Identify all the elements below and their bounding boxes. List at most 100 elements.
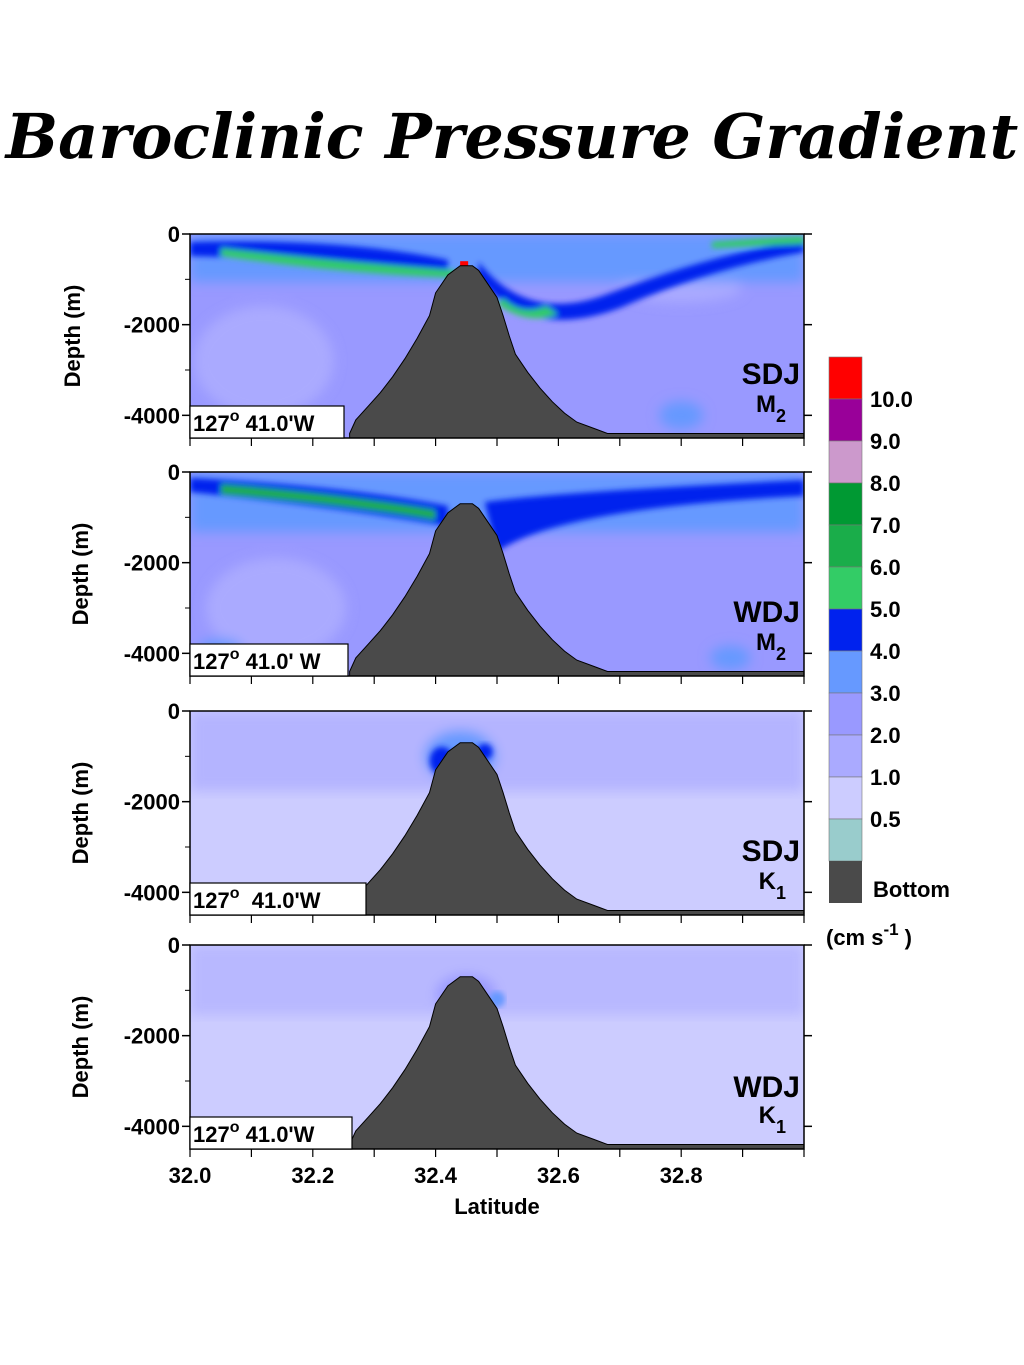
legend-swatch bbox=[828, 650, 863, 694]
y-tick-label: 0 bbox=[168, 460, 180, 485]
panel-constituent: M2 bbox=[756, 629, 786, 664]
location-box bbox=[189, 882, 367, 916]
location-degrees: 127 bbox=[193, 1122, 230, 1147]
y-axis-label: Depth (m) bbox=[68, 996, 93, 1099]
constituent-letter: K bbox=[759, 868, 777, 895]
location-minutes: 41.0'W bbox=[240, 888, 321, 913]
legend-swatches: 10.0 9.0 8.0 7.0 6.0 5.0 4.0 3.0 2.0 1.0 0.5 bbox=[828, 356, 913, 903]
contour-patch bbox=[710, 645, 751, 670]
y-tick-label: 0 bbox=[168, 222, 180, 247]
legend-unit-close: ) bbox=[905, 925, 912, 950]
field-contours-sharp bbox=[190, 236, 804, 320]
panel-name: WDJ bbox=[733, 596, 800, 629]
y-tick-label: -2000 bbox=[124, 790, 180, 815]
x-axis-label: Latitude bbox=[454, 1194, 540, 1219]
legend-swatch bbox=[828, 566, 863, 610]
location-degrees: 127 bbox=[193, 649, 230, 674]
y-tick-label: -4000 bbox=[124, 403, 180, 428]
y-tick-label: 0 bbox=[168, 699, 180, 724]
constituent-subscript: 2 bbox=[776, 644, 786, 664]
legend-level-label: 6.0 bbox=[870, 555, 901, 580]
seafloor-bathymetry bbox=[349, 265, 804, 438]
panel-name: SDJ bbox=[742, 835, 800, 868]
constituent-subscript: 1 bbox=[776, 883, 786, 903]
legend-level-label: 9.0 bbox=[870, 429, 901, 454]
location-degree-sign: o bbox=[230, 408, 240, 425]
x-tick-label: 32.6 bbox=[537, 1163, 580, 1188]
x-tick-label: 32.8 bbox=[660, 1163, 703, 1188]
location-label: 127o 41.0'W bbox=[193, 408, 315, 436]
constituent-subscript: 2 bbox=[776, 406, 786, 426]
color-legend: 10.0 9.0 8.0 7.0 6.0 5.0 4.0 3.0 2.0 1.0 0.5 Botto… bbox=[826, 356, 950, 950]
x-tick-label: 32.4 bbox=[414, 1163, 458, 1188]
legend-level-label: 4.0 bbox=[870, 639, 901, 664]
y-tick-label: -4000 bbox=[124, 641, 180, 666]
location-minutes: 41.0'W bbox=[240, 411, 315, 436]
location-box bbox=[189, 1116, 353, 1150]
legend-level-label: 7.0 bbox=[870, 513, 901, 538]
legend-swatch bbox=[828, 482, 863, 526]
y-tick-label: 0 bbox=[168, 933, 180, 958]
contour-band bbox=[478, 240, 804, 320]
legend-swatch bbox=[828, 440, 863, 484]
legend-level-label: 3.0 bbox=[870, 681, 901, 706]
legend-unit: (cm s-1) bbox=[826, 920, 912, 950]
panel-constituent: K1 bbox=[759, 1102, 786, 1137]
x-tick-label: 32.2 bbox=[291, 1163, 334, 1188]
x-tick-label: 32.0 bbox=[169, 1163, 212, 1188]
seafloor-bathymetry bbox=[349, 976, 804, 1149]
panel-constituent: M2 bbox=[756, 391, 786, 426]
location-degrees: 127 bbox=[193, 411, 230, 436]
location-degrees: 127 bbox=[193, 888, 230, 913]
legend-swatch bbox=[828, 818, 863, 862]
panel-name: SDJ bbox=[742, 358, 800, 391]
location-minutes: 41.0'W bbox=[240, 1122, 315, 1147]
legend-level-label: 5.0 bbox=[870, 597, 901, 622]
panel-constituent: K1 bbox=[759, 868, 786, 903]
legend-unit-exponent: -1 bbox=[883, 920, 898, 939]
location-box bbox=[189, 405, 345, 439]
constituent-letter: M bbox=[756, 391, 776, 418]
location-label: 127o 41.0' W bbox=[193, 646, 321, 674]
constituent-letter: M bbox=[756, 629, 776, 656]
legend-swatch bbox=[828, 356, 863, 400]
legend-swatch bbox=[828, 734, 863, 778]
legend-level-label: 1.0 bbox=[870, 765, 901, 790]
y-tick-label: -2000 bbox=[124, 1024, 180, 1049]
location-degree-sign: o bbox=[230, 646, 240, 663]
y-tick-label: -4000 bbox=[124, 880, 180, 905]
y-axis-label: Depth (m) bbox=[60, 285, 85, 388]
contour-band bbox=[711, 236, 804, 248]
panel-name: WDJ bbox=[733, 1071, 800, 1104]
y-tick-label: -4000 bbox=[124, 1114, 180, 1139]
legend-level-label: 0.5 bbox=[870, 807, 901, 832]
x-axis: 32.0 32.2 32.4 32.6 32.8 bbox=[169, 1163, 703, 1188]
contour-patch bbox=[659, 401, 704, 430]
location-degree-sign: o bbox=[230, 885, 240, 902]
contour-band bbox=[497, 298, 559, 319]
legend-bottom-swatch bbox=[829, 861, 862, 903]
location-box bbox=[189, 643, 349, 677]
constituent-subscript: 1 bbox=[776, 1117, 786, 1137]
legend-level-label: 2.0 bbox=[870, 723, 901, 748]
contour-band bbox=[220, 248, 461, 278]
y-tick-label: -2000 bbox=[124, 313, 180, 338]
legend-bottom-label: Bottom bbox=[873, 877, 950, 902]
location-minutes: 41.0' W bbox=[240, 649, 321, 674]
contour-patch bbox=[205, 558, 346, 658]
contour-band bbox=[484, 480, 804, 552]
legend-swatch bbox=[828, 398, 863, 442]
contour-patch bbox=[193, 305, 334, 416]
panel-field bbox=[190, 711, 804, 915]
constituent-letter: K bbox=[759, 1102, 777, 1129]
field-contours-sharp bbox=[190, 478, 804, 552]
location-label: 127o 41.0'W bbox=[193, 1119, 315, 1147]
seafloor-bathymetry bbox=[349, 742, 804, 915]
legend-level-label: 8.0 bbox=[870, 471, 901, 496]
legend-swatch bbox=[828, 608, 863, 652]
seafloor-bathymetry bbox=[349, 503, 804, 676]
